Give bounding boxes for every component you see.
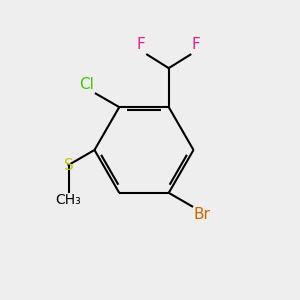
Text: CH₃: CH₃: [56, 194, 81, 208]
Text: F: F: [137, 37, 146, 52]
Text: Br: Br: [194, 207, 211, 222]
Text: Cl: Cl: [80, 77, 94, 92]
Text: S: S: [64, 158, 74, 172]
Text: F: F: [192, 37, 201, 52]
